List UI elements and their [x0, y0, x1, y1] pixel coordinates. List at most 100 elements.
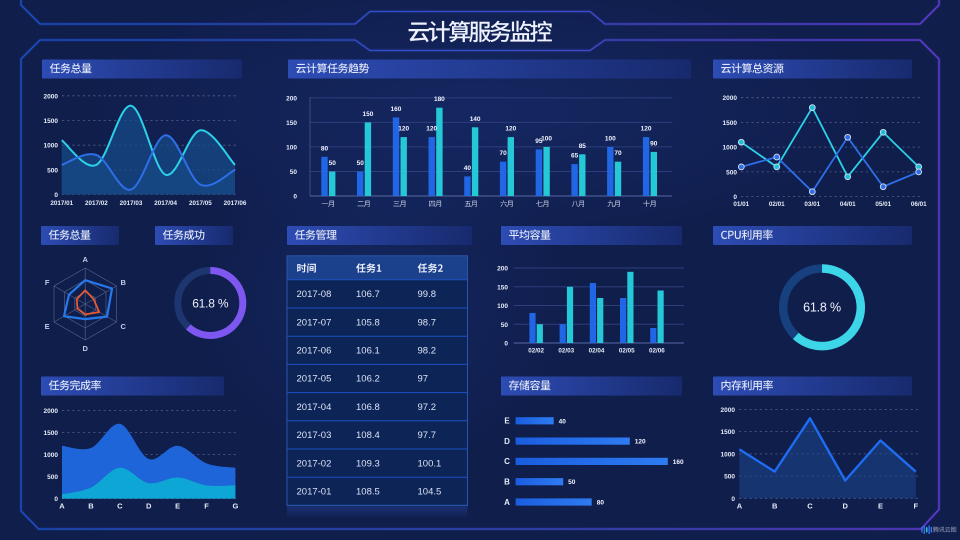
svg-text:120: 120	[426, 126, 437, 133]
svg-text:106.7: 106.7	[356, 289, 380, 300]
svg-text:61.8 %: 61.8 %	[803, 301, 841, 315]
svg-text:50: 50	[290, 169, 298, 176]
svg-text:0: 0	[731, 496, 735, 503]
svg-text:2017/04: 2017/04	[154, 200, 177, 207]
svg-text:E: E	[175, 502, 180, 511]
svg-text:F: F	[204, 502, 209, 511]
svg-text:105.8: 105.8	[356, 317, 380, 328]
svg-text:A: A	[737, 502, 743, 511]
svg-text:97: 97	[418, 374, 429, 385]
svg-text:100: 100	[605, 135, 616, 142]
svg-text:01/01: 01/01	[733, 201, 749, 208]
svg-text:500: 500	[724, 474, 735, 481]
svg-text:50: 50	[568, 479, 576, 486]
svg-text:80: 80	[597, 500, 605, 507]
svg-text:03/01: 03/01	[804, 201, 820, 208]
svg-text:98.7: 98.7	[418, 317, 437, 328]
svg-text:C: C	[504, 457, 510, 466]
svg-text:0: 0	[293, 194, 297, 201]
svg-text:97.2: 97.2	[418, 402, 437, 413]
svg-text:100: 100	[541, 135, 552, 142]
svg-text:B: B	[772, 502, 778, 511]
svg-text:2000: 2000	[44, 408, 59, 415]
svg-text:1000: 1000	[721, 451, 736, 458]
svg-text:108.5: 108.5	[356, 487, 380, 498]
svg-text:180: 180	[434, 96, 445, 103]
svg-text:A: A	[504, 498, 510, 507]
svg-text:D: D	[146, 502, 152, 511]
svg-text:2017-05: 2017-05	[297, 374, 332, 385]
svg-text:2000: 2000	[721, 407, 736, 414]
svg-text:02/01: 02/01	[769, 201, 785, 208]
svg-text:50: 50	[329, 160, 337, 167]
svg-text:C: C	[807, 502, 813, 511]
svg-text:100.1: 100.1	[418, 458, 442, 469]
svg-text:02/03: 02/03	[558, 348, 574, 355]
svg-text:2017-08: 2017-08	[297, 289, 332, 300]
svg-text:106.8: 106.8	[356, 402, 380, 413]
svg-text:150: 150	[363, 111, 374, 118]
svg-text:80: 80	[321, 145, 329, 152]
svg-text:160: 160	[673, 459, 684, 466]
svg-text:D: D	[843, 502, 849, 511]
svg-text:100: 100	[286, 144, 297, 151]
svg-text:2000: 2000	[723, 95, 738, 102]
svg-text:D: D	[82, 344, 88, 353]
svg-text:0: 0	[504, 341, 508, 348]
svg-text:106.2: 106.2	[356, 374, 380, 385]
svg-text:40: 40	[464, 165, 472, 172]
svg-text:160: 160	[391, 106, 402, 113]
svg-text:99.8: 99.8	[418, 289, 437, 300]
svg-text:0: 0	[54, 496, 58, 503]
svg-text:2017/02: 2017/02	[85, 200, 108, 207]
svg-text:B: B	[121, 278, 127, 287]
svg-text:1500: 1500	[44, 430, 59, 437]
svg-text:109.3: 109.3	[356, 458, 380, 469]
svg-text:85: 85	[579, 143, 587, 150]
svg-text:C: C	[121, 322, 127, 331]
svg-text:120: 120	[505, 126, 516, 133]
svg-text:140: 140	[470, 116, 481, 123]
svg-text:E: E	[504, 417, 510, 426]
svg-text:70: 70	[614, 150, 622, 157]
svg-text:E: E	[45, 322, 50, 331]
svg-text:97.7: 97.7	[418, 430, 437, 441]
svg-text:500: 500	[47, 474, 58, 481]
svg-text:2017-02: 2017-02	[297, 458, 332, 469]
svg-text:B: B	[504, 478, 510, 487]
svg-text:0: 0	[733, 194, 737, 201]
svg-text:150: 150	[497, 284, 508, 291]
svg-text:2017-06: 2017-06	[297, 346, 332, 357]
svg-text:B: B	[88, 502, 94, 511]
svg-text:A: A	[59, 502, 65, 511]
svg-text:95: 95	[535, 138, 543, 145]
svg-text:98.2: 98.2	[418, 346, 437, 357]
svg-text:1000: 1000	[723, 145, 738, 152]
svg-text:1500: 1500	[44, 118, 59, 125]
svg-text:2017/03: 2017/03	[120, 200, 143, 207]
svg-text:1000: 1000	[44, 452, 59, 459]
svg-text:50: 50	[501, 322, 509, 329]
svg-text:40: 40	[559, 418, 567, 425]
svg-text:50: 50	[357, 160, 365, 167]
svg-text:120: 120	[641, 126, 652, 133]
svg-text:02/04: 02/04	[589, 348, 605, 355]
svg-text:61.8 %: 61.8 %	[192, 297, 229, 311]
svg-text:1000: 1000	[44, 143, 59, 150]
svg-text:106.1: 106.1	[356, 346, 380, 357]
svg-text:04/01: 04/01	[840, 201, 856, 208]
svg-text:1500: 1500	[723, 120, 738, 127]
svg-text:2017-01: 2017-01	[297, 487, 332, 498]
svg-text:500: 500	[47, 167, 58, 174]
svg-text:104.5: 104.5	[418, 487, 442, 498]
svg-text:F: F	[914, 502, 919, 511]
svg-text:05/01: 05/01	[875, 201, 891, 208]
svg-text:1500: 1500	[721, 429, 736, 436]
svg-text:G: G	[232, 502, 238, 511]
svg-text:C: C	[117, 502, 123, 511]
svg-text:200: 200	[286, 95, 297, 102]
svg-text:500: 500	[726, 169, 737, 176]
svg-text:02/05: 02/05	[619, 348, 635, 355]
svg-text:70: 70	[500, 150, 508, 157]
svg-text:0: 0	[54, 192, 58, 199]
